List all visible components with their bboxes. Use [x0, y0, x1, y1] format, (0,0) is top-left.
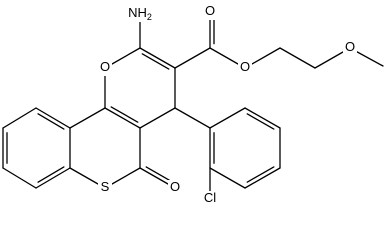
bond — [145, 166, 174, 183]
bond — [244, 167, 281, 189]
bond — [279, 47, 316, 69]
bond — [110, 106, 139, 123]
bond — [246, 113, 275, 130]
bond — [35, 167, 71, 189]
bond — [209, 167, 246, 189]
label-backing — [126, 6, 154, 22]
atom-symbol: NH — [128, 5, 147, 20]
atom-label: O — [205, 3, 215, 18]
bond — [209, 107, 246, 129]
atom-symbol: O — [205, 3, 215, 18]
label-backing — [98, 180, 112, 196]
bond — [244, 107, 281, 129]
atom-symbol: O — [100, 59, 110, 74]
bond — [139, 47, 176, 69]
label-backing — [203, 4, 217, 20]
bond — [139, 107, 176, 129]
bond — [69, 107, 106, 129]
bond — [174, 107, 211, 129]
bond — [37, 166, 65, 183]
atom-symbol: O — [170, 179, 180, 194]
atom-label: O — [170, 179, 180, 194]
bond — [174, 47, 211, 69]
label-backing — [168, 180, 182, 196]
bond — [246, 166, 275, 183]
atom-label: NH2 — [128, 5, 152, 22]
bond — [37, 113, 65, 130]
label-backing — [238, 60, 252, 76]
bond — [104, 107, 141, 129]
bond — [2, 167, 37, 189]
label-backing — [200, 191, 220, 207]
bond — [2, 107, 37, 129]
atom-symbol: O — [345, 39, 355, 54]
atom-subscript: 2 — [147, 12, 152, 22]
atom-label: O — [240, 59, 250, 74]
molecule: NH2 O O O O O S Cl — [2, 3, 384, 207]
atom-label: Cl — [204, 190, 216, 205]
label-backing — [98, 60, 112, 76]
atom-label: O — [345, 39, 355, 54]
atom-label: O — [100, 59, 110, 74]
atom-symbol: S — [101, 179, 110, 194]
atom-symbol: O — [240, 59, 250, 74]
bond — [141, 53, 170, 70]
bond — [35, 107, 71, 129]
atom-symbol: Cl — [204, 190, 216, 205]
atom-label: S — [101, 179, 110, 194]
label-backing — [343, 40, 357, 56]
